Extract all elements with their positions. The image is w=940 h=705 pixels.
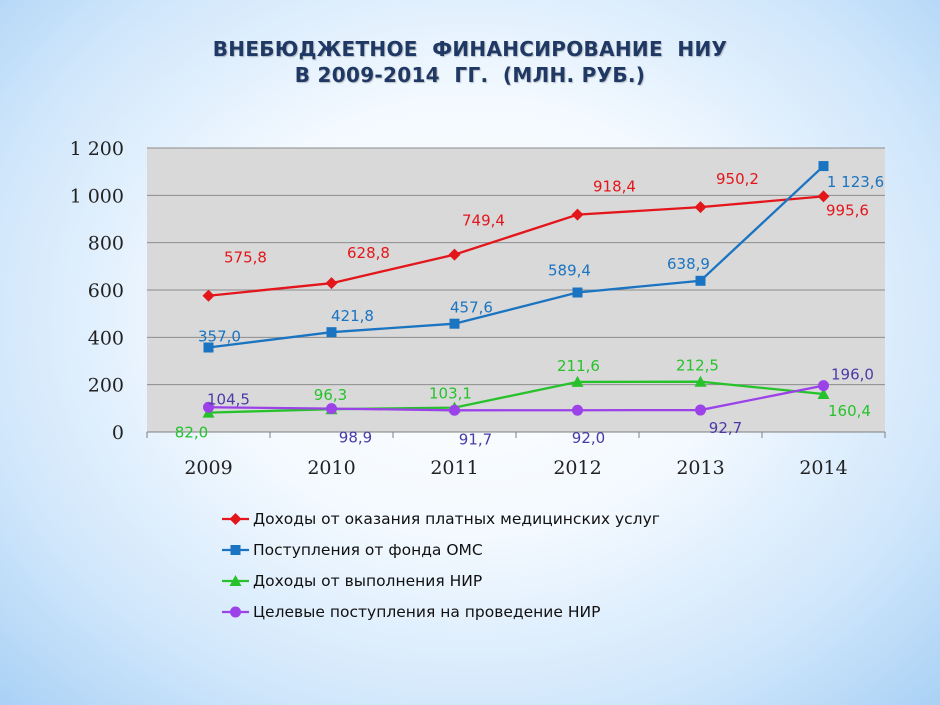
data-point (326, 327, 337, 338)
data-label: 96,3 (314, 386, 347, 404)
legend-circle-icon (222, 606, 249, 617)
data-point (571, 208, 584, 221)
series-line (208, 165, 825, 349)
data-label: 638,9 (667, 255, 710, 273)
data-label: 212,5 (676, 357, 719, 375)
series-3: 82,0 96,3 103,1 211,6 212,5 160,4 (175, 357, 871, 442)
data-label: 421,8 (331, 307, 374, 325)
y-tick-label: 1 000 (70, 185, 124, 207)
data-label: 160,4 (828, 402, 871, 420)
data-point (818, 380, 829, 392)
data-label: 211,6 (557, 357, 600, 375)
line-chart: 0 200 400 600 800 1 000 1 200 2009 2010 2011 2012 2… (70, 138, 886, 479)
x-tick-label: 2009 (184, 457, 232, 479)
x-tick-label: 2011 (430, 457, 478, 479)
y-tick-label: 800 (88, 233, 124, 255)
legend-marker (229, 512, 242, 525)
data-point (325, 277, 338, 290)
data-label: 457,6 (450, 299, 493, 317)
data-label: 357,0 (198, 328, 241, 346)
data-point (203, 342, 214, 353)
series-line (208, 384, 824, 412)
legend-marker (229, 574, 242, 586)
legend-triangle-icon (222, 574, 249, 586)
y-tick-label: 600 (88, 280, 124, 302)
data-point (202, 289, 215, 302)
data-point (448, 248, 461, 261)
legend-item: Целевые поступления на проведение НИР (222, 596, 660, 627)
data-label: 575,8 (224, 249, 267, 267)
data-point (818, 161, 829, 172)
data-label: 1 123,6 (827, 173, 884, 191)
data-label: 98,9 (339, 429, 372, 447)
legend-marker (230, 606, 241, 617)
data-label: 995,6 (826, 201, 869, 219)
data-point (449, 318, 460, 329)
x-tick-label: 2010 (307, 457, 355, 479)
data-label: 589,4 (548, 262, 591, 280)
data-label: 918,4 (593, 178, 636, 196)
chart-title-line-2: В 2009-2014 ГГ. (МЛН. РУБ.) (294, 63, 646, 87)
data-label: 82,0 (175, 424, 208, 442)
y-tick-label: 200 (88, 375, 124, 397)
legend-label: Целевые поступления на проведение НИР (253, 602, 601, 621)
data-label: 104,5 (207, 390, 250, 408)
data-point (203, 401, 214, 413)
legend-item: Доходы от выполнения НИР (222, 565, 660, 596)
data-label: 628,8 (347, 244, 390, 262)
legend-square-icon (222, 544, 249, 555)
data-point (694, 201, 707, 214)
legend-label: Доходы от оказания платных медицинских у… (253, 509, 660, 528)
chart-legend: Доходы от оказания платных медицинских у… (222, 503, 660, 627)
data-point (694, 375, 707, 387)
series-2: 357,0 421,8 457,6 589,4 638,9 1 123,6 (198, 161, 884, 353)
legend-item: Поступления от фонда ОМС (222, 534, 660, 565)
data-point (572, 287, 583, 298)
y-tick-label: 1 200 (70, 138, 124, 160)
data-point (695, 404, 706, 416)
data-label: 749,4 (462, 212, 505, 230)
series-1: 575,8 628,8 749,4 918,4 950,2 995,6 (202, 170, 869, 302)
series-line (208, 195, 824, 297)
y-tick-label: 0 (112, 422, 124, 444)
chart-title-line-1: ВНЕБЮДЖЕТНОЕ ФИНАНСИРОВАНИЕ НИУ (212, 37, 728, 61)
x-tick-label: 2013 (676, 457, 724, 479)
data-point (571, 375, 584, 387)
x-tick-label: 2012 (553, 457, 601, 479)
legend-marker (230, 544, 241, 555)
data-point (817, 388, 830, 400)
data-point (695, 275, 706, 286)
data-label: 103,1 (429, 385, 472, 403)
data-point (326, 403, 337, 415)
legend-label: Поступления от фонда ОМС (253, 540, 483, 559)
data-label: 92,0 (572, 429, 605, 447)
series-line (208, 380, 824, 414)
data-point (572, 404, 583, 416)
legend-diamond-icon (222, 512, 249, 525)
data-label: 91,7 (459, 430, 492, 448)
y-tick-label: 400 (88, 327, 124, 349)
chart-title: ВНЕБЮДЖЕТНОЕ ФИНАНСИРОВАНИЕ НИУ В 2009-2… (0, 36, 940, 88)
series-4: 104,5 98,9 91,7 92,0 92,7 196,0 (203, 366, 874, 448)
legend-item: Доходы от оказания платных медицинских у… (222, 503, 660, 534)
data-label: 92,7 (709, 419, 742, 437)
x-tick-label: 2014 (799, 457, 847, 479)
data-point (817, 190, 830, 203)
data-label: 950,2 (716, 170, 759, 188)
data-point (449, 404, 460, 416)
legend-label: Доходы от выполнения НИР (253, 571, 483, 590)
data-label: 196,0 (831, 366, 874, 384)
